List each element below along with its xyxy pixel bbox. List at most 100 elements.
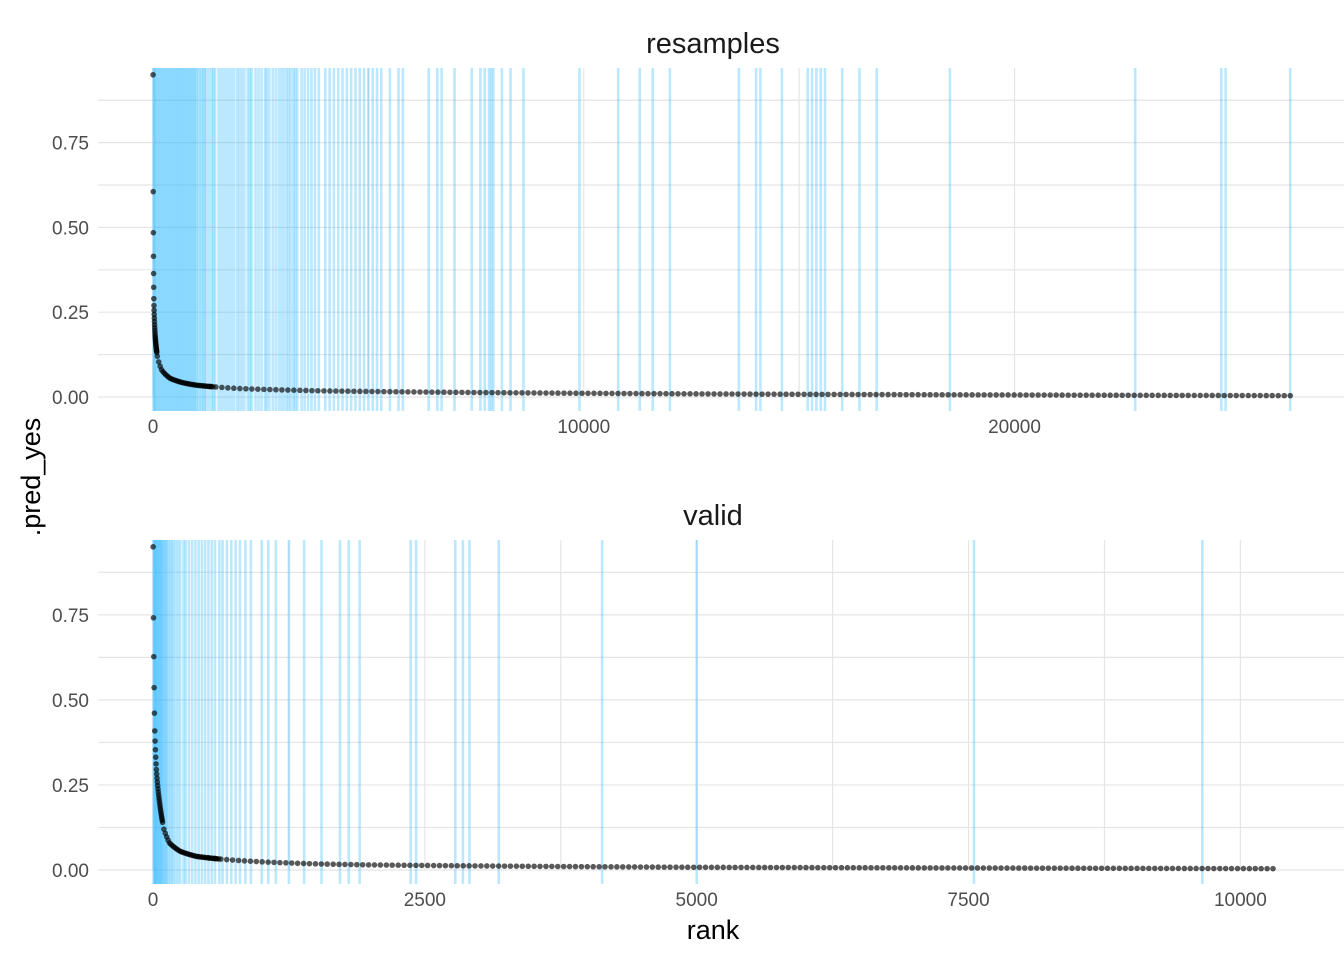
data-point [807,391,813,398]
data-point [921,391,927,398]
data-point [572,863,579,870]
data-point [614,864,620,870]
data-point [363,388,369,395]
y-tick-label: 0.25 [52,303,89,324]
data-point [1181,865,1188,872]
data-point [159,819,166,826]
data-point [324,861,330,867]
data-point [603,390,609,397]
data-point [291,387,297,394]
data-point [153,766,160,773]
data-point [633,390,639,397]
data-point [1035,392,1041,398]
data-point [897,865,904,871]
data-point [579,390,585,397]
data-point [708,864,715,871]
data-point [318,861,325,867]
data-point [333,388,339,394]
data-point [767,864,774,871]
data-point [435,389,441,395]
data-point [1137,392,1143,399]
data-point [981,392,987,398]
data-point [1051,865,1058,871]
data-point [578,863,585,870]
data-point [1021,865,1028,871]
data-point [150,188,156,195]
data-point [407,862,413,869]
data-point [735,391,741,397]
data-point [789,391,795,398]
data-point [795,391,801,398]
data-point [1281,392,1288,399]
data-point [1203,392,1209,399]
data-point [759,391,765,397]
data-point [218,856,224,862]
data-point [454,862,461,869]
y-tick-label: 0.50 [52,691,89,712]
data-point [1275,392,1282,399]
data-point [1270,865,1276,872]
data-point [837,391,843,398]
data-point [150,229,157,236]
data-point [489,863,496,869]
data-point [555,390,561,396]
data-point [819,391,825,398]
data-point [779,864,786,871]
data-point [442,862,449,869]
data-point [381,388,387,395]
data-point [963,392,969,398]
data-point [321,388,327,394]
data-point [849,391,855,398]
data-point [253,858,260,865]
data-point [283,860,289,866]
data-point [151,302,157,309]
panel-resamples: 0.00 0.25 0.50 0.75 0 10000 20000 [52,68,1344,438]
data-point [472,863,478,869]
data-point [357,388,363,395]
data-point [1053,392,1059,398]
data-point [957,392,963,398]
data-point [627,390,633,397]
data-point [1027,865,1034,871]
data-point [825,391,831,398]
data-point [206,855,212,861]
data-point [1092,865,1099,872]
data-point [255,386,261,392]
data-point [152,746,159,753]
data-point [507,863,514,869]
data-point [1199,865,1205,872]
data-point [657,390,663,397]
data-point [873,391,879,398]
data-point [567,390,573,396]
y-tick-label: 0.00 [52,861,89,882]
data-point [223,856,230,863]
facet-title-valid: valid [683,500,743,532]
data-point [495,863,502,869]
data-point [1071,392,1077,398]
data-point [1023,392,1029,398]
data-point [213,384,219,390]
data-point [1152,865,1158,872]
data-point [1005,392,1011,398]
data-point [1047,392,1053,398]
data-point [596,863,602,870]
data-point [417,389,423,395]
data-point [661,864,667,870]
data-point [645,390,651,397]
data-point [399,389,405,395]
data-point [880,864,886,871]
y-tick-label: 0.25 [52,776,89,797]
data-point [584,863,591,870]
data-point [1128,865,1134,872]
data-point [879,391,885,398]
data-point [809,864,815,871]
data-point [351,388,357,395]
data-point [945,391,951,398]
data-point [1211,865,1217,872]
data-point [303,387,309,394]
data-point [1033,865,1040,871]
data-point [951,865,957,871]
data-point [1149,392,1155,399]
data-point [1080,865,1087,872]
data-point [229,857,236,863]
